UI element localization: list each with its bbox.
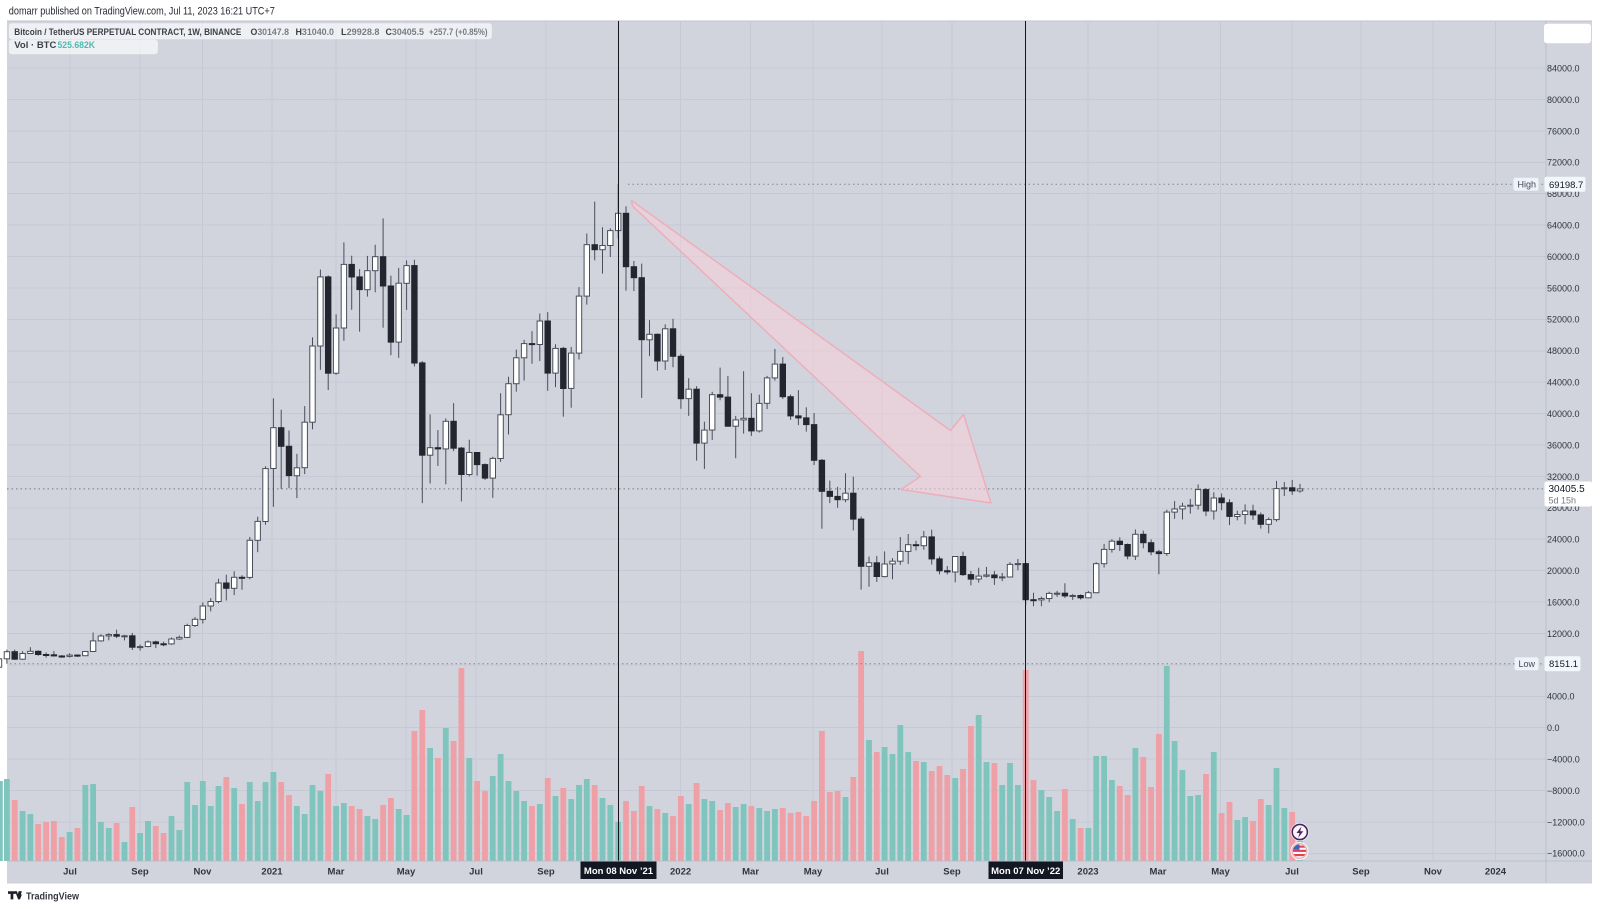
svg-text:44000.0: 44000.0 <box>1547 378 1580 388</box>
svg-text:Nov: Nov <box>194 867 213 878</box>
svg-text:Jul: Jul <box>63 867 77 878</box>
svg-text:69198.7: 69198.7 <box>1549 180 1583 191</box>
svg-text:2024: 2024 <box>1485 867 1507 878</box>
svg-text:12000.0: 12000.0 <box>1547 629 1580 639</box>
svg-text:0.0: 0.0 <box>1547 723 1560 733</box>
svg-text:84000.0: 84000.0 <box>1547 63 1580 73</box>
svg-text:Mar: Mar <box>328 867 345 878</box>
svg-text:2021: 2021 <box>261 867 283 878</box>
svg-text:May: May <box>397 867 416 878</box>
svg-text:64000.0: 64000.0 <box>1547 221 1580 231</box>
svg-text:−4000.0: −4000.0 <box>1547 755 1580 765</box>
svg-text:May: May <box>804 867 823 878</box>
svg-text:40000.0: 40000.0 <box>1547 409 1580 419</box>
svg-text:Nov: Nov <box>1424 867 1443 878</box>
svg-text:4000.0: 4000.0 <box>1547 692 1575 702</box>
svg-text:Vol · BTC: Vol · BTC <box>14 40 56 51</box>
svg-text:52000.0: 52000.0 <box>1547 315 1580 325</box>
svg-text:Mon 08 Nov ’21: Mon 08 Nov ’21 <box>584 866 654 877</box>
svg-text:Low: Low <box>1519 659 1536 669</box>
svg-text:Mon 07 Nov ’22: Mon 07 Nov ’22 <box>991 866 1060 877</box>
svg-text:Mar: Mar <box>1150 867 1167 878</box>
svg-text:Sep: Sep <box>943 867 961 878</box>
svg-text:Jul: Jul <box>875 867 889 878</box>
svg-text:Mar: Mar <box>742 867 759 878</box>
svg-text:Sep: Sep <box>537 867 555 878</box>
svg-text:20000.0: 20000.0 <box>1547 566 1580 576</box>
svg-text:C30405.5: C30405.5 <box>386 27 425 38</box>
svg-text:High: High <box>1518 180 1537 190</box>
svg-text:28000.0: 28000.0 <box>1547 503 1580 513</box>
svg-text:16000.0: 16000.0 <box>1547 598 1580 608</box>
svg-text:Bitcoin / TetherUS PERPETUAL C: Bitcoin / TetherUS PERPETUAL CONTRACT, 1… <box>14 27 241 38</box>
svg-text:+257.7 (+0.85%): +257.7 (+0.85%) <box>429 27 488 38</box>
svg-text:−16000.0: −16000.0 <box>1547 849 1585 859</box>
svg-text:30405.5: 30405.5 <box>1549 484 1586 495</box>
svg-text:Jul: Jul <box>1285 867 1299 878</box>
svg-text:Sep: Sep <box>1352 867 1370 878</box>
svg-text:24000.0: 24000.0 <box>1547 535 1580 545</box>
svg-text:525.682K: 525.682K <box>58 40 96 51</box>
svg-text:H31040.0: H31040.0 <box>296 27 335 38</box>
svg-text:8151.1: 8151.1 <box>1549 659 1578 670</box>
svg-text:48000.0: 48000.0 <box>1547 346 1580 356</box>
svg-text:TradingView: TradingView <box>26 890 80 902</box>
svg-text:2023: 2023 <box>1077 867 1098 878</box>
svg-text:L29928.8: L29928.8 <box>341 27 380 38</box>
svg-text:Sep: Sep <box>131 867 149 878</box>
svg-text:−12000.0: −12000.0 <box>1547 817 1585 827</box>
svg-text:60000.0: 60000.0 <box>1547 252 1580 262</box>
svg-text:−8000.0: −8000.0 <box>1547 786 1580 796</box>
svg-text:76000.0: 76000.0 <box>1547 126 1580 136</box>
svg-text:Jul: Jul <box>469 867 483 878</box>
svg-text:72000.0: 72000.0 <box>1547 158 1580 168</box>
svg-text:domarr published on TradingVie: domarr published on TradingView.com, Jul… <box>9 5 275 17</box>
svg-text:56000.0: 56000.0 <box>1547 283 1580 293</box>
svg-text:O30147.8: O30147.8 <box>251 27 290 38</box>
svg-text:80000.0: 80000.0 <box>1547 95 1580 105</box>
svg-text:68000.0: 68000.0 <box>1547 189 1580 199</box>
svg-text:36000.0: 36000.0 <box>1547 440 1580 450</box>
svg-text:2022: 2022 <box>670 867 691 878</box>
svg-text:May: May <box>1211 867 1230 878</box>
svg-text:5d 15h: 5d 15h <box>1549 496 1577 506</box>
svg-text:32000.0: 32000.0 <box>1547 472 1580 482</box>
